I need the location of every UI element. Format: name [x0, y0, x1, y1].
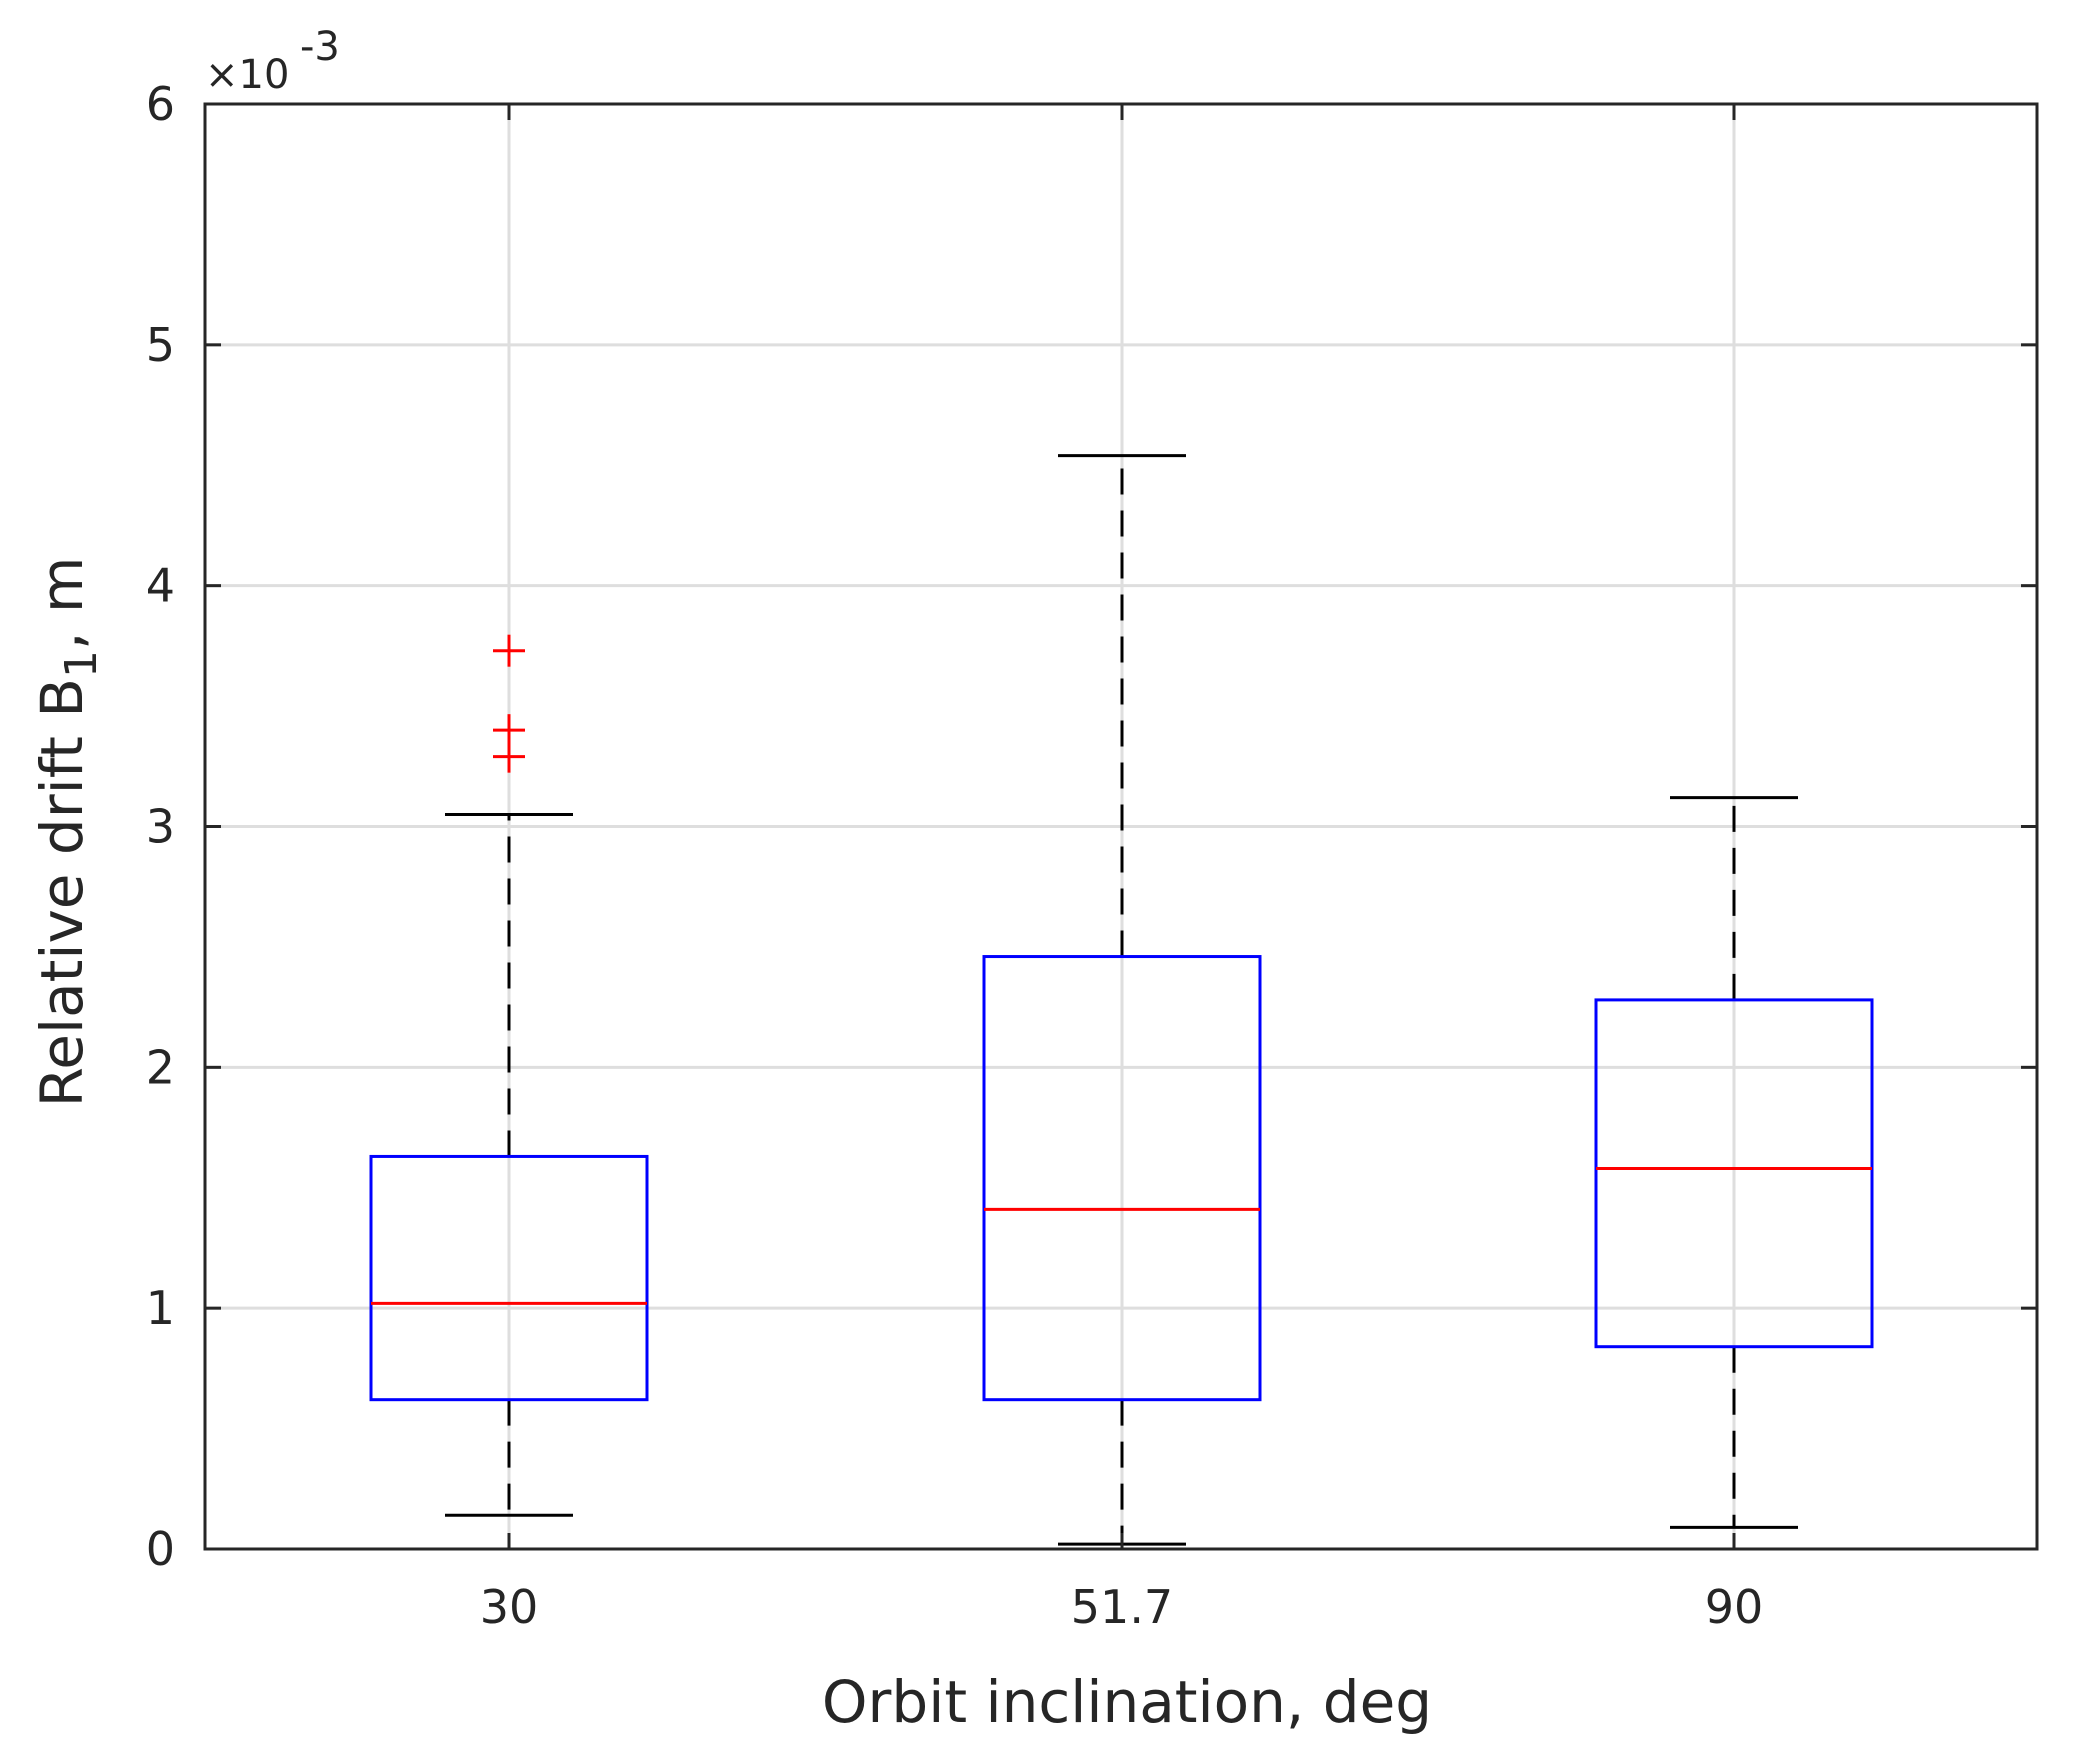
box-51-7 — [982, 454, 1262, 1546]
x-axis-label: Orbit inclination, deg — [822, 1668, 1432, 1736]
y-tick-label: 6 — [146, 77, 175, 131]
iqr-box — [982, 955, 1262, 1402]
y-axis-label-main: Relative drift B — [28, 678, 96, 1107]
y-axis-label-suffix: , m — [28, 557, 96, 650]
y-tick-label: 3 — [146, 800, 175, 854]
y-multiplier-exponent: -3 — [300, 24, 340, 70]
y-tick-label: 0 — [146, 1522, 175, 1576]
iqr-box — [1594, 998, 1874, 1349]
box-30 — [369, 634, 649, 1517]
box-90 — [1594, 796, 1874, 1529]
x-tick-label: 30 — [480, 1580, 539, 1634]
y-tick-label: 2 — [146, 1040, 175, 1094]
iqr-box — [369, 1154, 649, 1402]
y-tick-label: 5 — [146, 318, 175, 372]
outlier-marker — [493, 634, 525, 667]
x-tick-label: 51.7 — [1071, 1580, 1173, 1634]
y-axis-label: Relative drift B1, m — [28, 557, 107, 1108]
axis-ticks: 0 1 2 3 4 5 6 30 51.7 90 — [146, 77, 2037, 1634]
box-series — [369, 454, 1874, 1546]
y-axis-label-subscript: 1 — [56, 650, 107, 678]
x-tick-label: 90 — [1705, 1580, 1764, 1634]
y-tick-label: 4 — [146, 559, 175, 613]
y-multiplier-base: ×10 — [205, 52, 289, 98]
y-tick-label: 1 — [146, 1281, 175, 1335]
outlier-marker — [493, 714, 525, 747]
